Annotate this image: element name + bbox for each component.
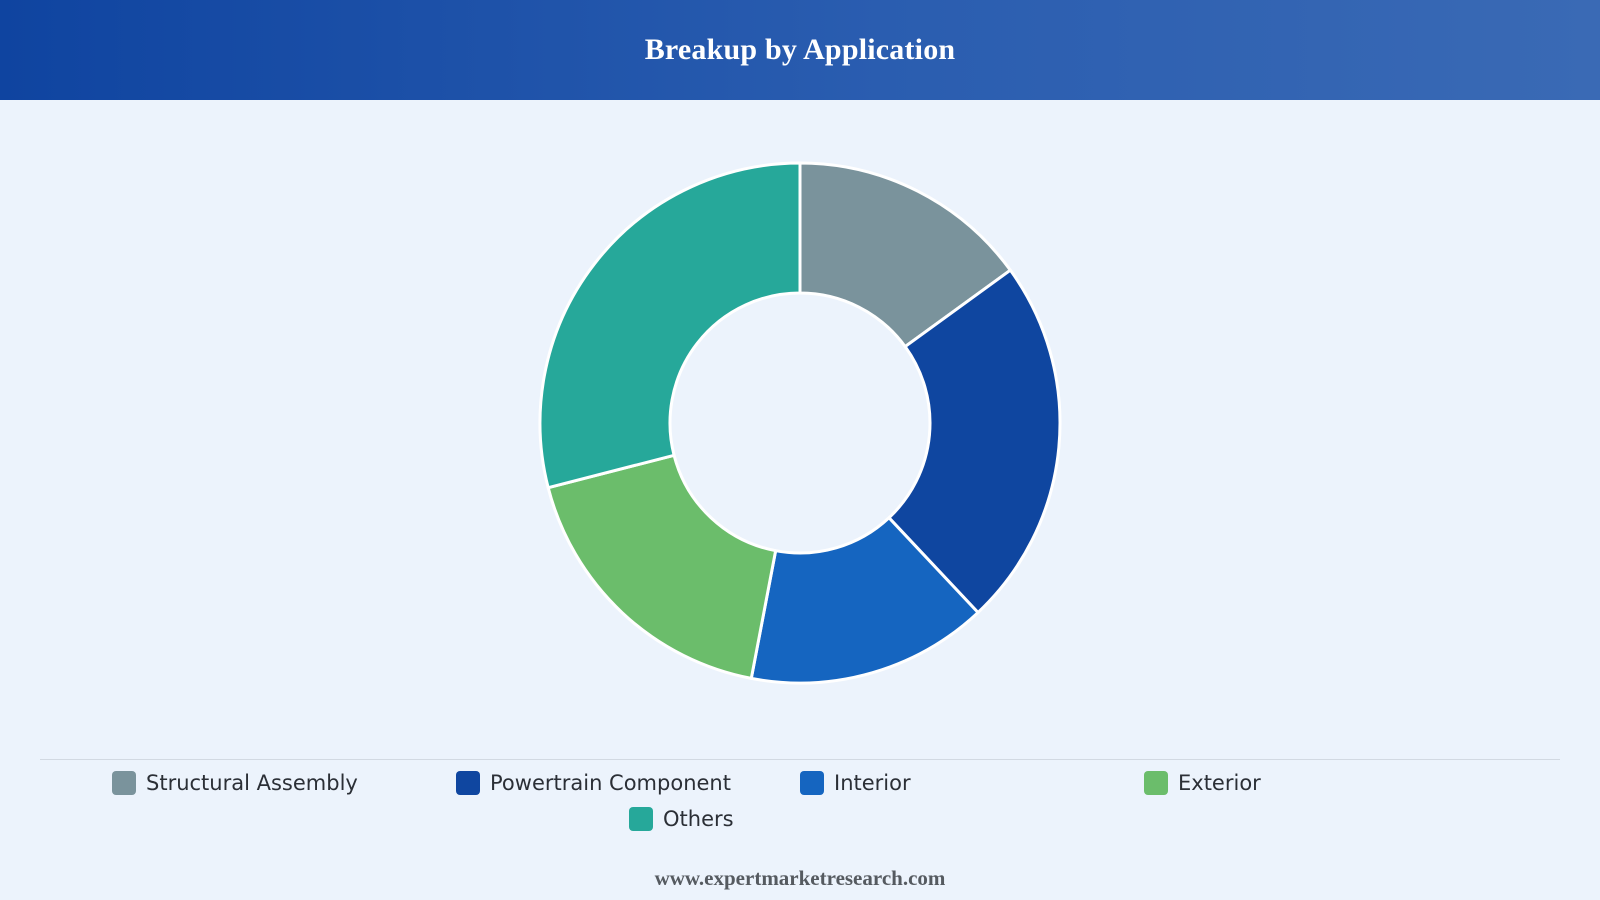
legend-label: Exterior	[1178, 771, 1261, 795]
donut-slice-powertrain-component[interactable]	[887, 268, 1062, 615]
legend-label: Interior	[834, 771, 911, 795]
legend-swatch	[800, 771, 824, 795]
legend-swatch	[112, 771, 136, 795]
donut-slice-exterior[interactable]	[546, 453, 778, 680]
page-title: Breakup by Application	[644, 33, 956, 66]
footer-website: www.expertmarketresearch.com	[654, 866, 946, 890]
legend-item-exterior[interactable]: Exterior	[1144, 768, 1261, 798]
legend-label: Powertrain Component	[490, 771, 731, 795]
legend-item-interior[interactable]: Interior	[800, 768, 911, 798]
legend-swatch	[629, 807, 653, 831]
legend-label: Others	[663, 807, 734, 831]
legend-swatch	[1144, 771, 1168, 795]
legend-item-others[interactable]: Others	[629, 804, 734, 834]
donut-slice-structural-assembly[interactable]	[798, 161, 1012, 349]
donut-slice-interior[interactable]	[749, 516, 980, 685]
legend-divider	[40, 759, 1560, 760]
legend-item-structural-assembly[interactable]: Structural Assembly	[112, 768, 358, 798]
donut-chart-svg	[538, 161, 1062, 685]
legend-swatch	[456, 771, 480, 795]
donut-slice-others[interactable]	[538, 161, 802, 490]
header-banner: Breakup by Application	[0, 0, 1600, 100]
legend-item-powertrain-component[interactable]: Powertrain Component	[456, 768, 731, 798]
donut-chart	[0, 100, 1600, 750]
legend-label: Structural Assembly	[146, 771, 358, 795]
